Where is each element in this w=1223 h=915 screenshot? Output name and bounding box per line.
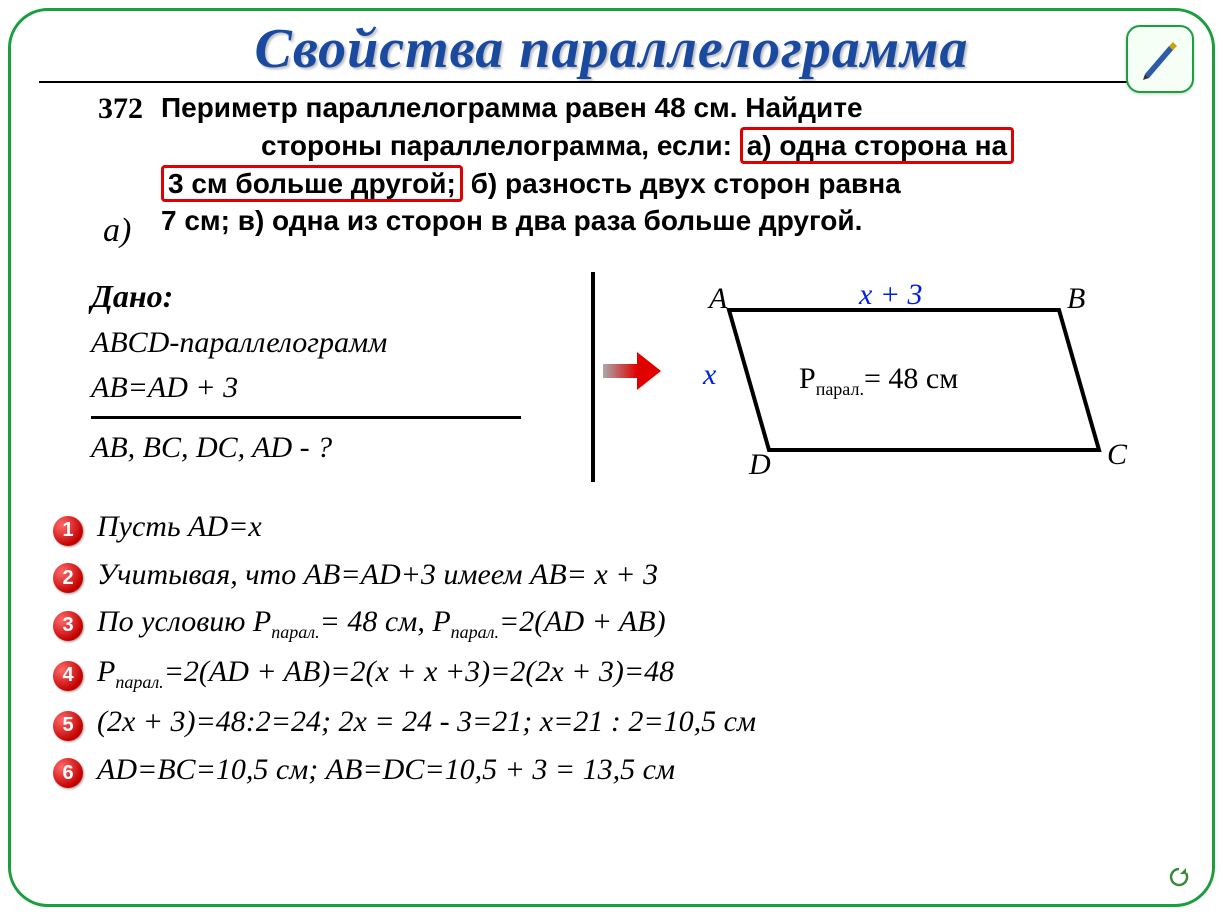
inside-perimeter: Рпарал.= 48 см bbox=[799, 362, 958, 400]
step-ball-1: 1 bbox=[53, 516, 83, 546]
problem-line1: Периметр параллелограмма равен 48 см. На… bbox=[161, 92, 863, 123]
arrow-icon bbox=[603, 348, 663, 399]
step-ball-5: 5 bbox=[53, 711, 83, 741]
problem-line2a: стороны параллелограмма, если: bbox=[261, 130, 740, 161]
step-ball-3: 3 bbox=[53, 611, 83, 641]
page-title: Свойства параллелограмма bbox=[11, 17, 1212, 81]
highlight-a: а) одна сторона на bbox=[740, 127, 1014, 164]
given-line1: ABCD-параллелограмм bbox=[91, 320, 521, 365]
given-find: AB, BC, DC, AD - ? bbox=[91, 425, 521, 470]
given-rule bbox=[91, 416, 521, 419]
slide-card: Свойства параллелограмма 372 Периметр па… bbox=[8, 8, 1215, 907]
refresh-button[interactable] bbox=[1168, 866, 1190, 888]
title-underline bbox=[39, 81, 1184, 83]
problem-block: 372 Периметр параллелограмма равен 48 см… bbox=[61, 89, 1162, 254]
given-block: Дано: ABCD-параллелограмм AB=AD + 3 AB, … bbox=[91, 272, 521, 470]
refresh-icon bbox=[1168, 866, 1190, 888]
step-4: 4 Рпарал.=2(AD + AB)=2(x + x +3)=2(2x + … bbox=[53, 655, 1170, 693]
problem-line3b: б) разность двух сторон равна bbox=[463, 168, 901, 199]
highlight-b: 3 см больше другой; bbox=[161, 165, 463, 202]
step-ball-2: 2 bbox=[53, 563, 83, 593]
solution-steps: 1 Пусть AD=x 2 Учитывая, что AB=AD+3 име… bbox=[53, 510, 1170, 788]
pen-button[interactable] bbox=[1126, 25, 1194, 93]
parallelogram-diagram: A B C D x + 3 x Рпарал.= 48 см bbox=[679, 280, 1139, 480]
pen-icon bbox=[1137, 36, 1183, 82]
vertex-D: D bbox=[749, 448, 771, 482]
step-5: 5 (2x + 3)=48:2=24; 2x = 24 - 3=21; x=21… bbox=[53, 705, 1170, 741]
left-side-label: x bbox=[703, 358, 716, 392]
step-ball-6: 6 bbox=[53, 758, 83, 788]
problem-line4: 7 см; в) одна из сторон в два раза больш… bbox=[161, 205, 862, 236]
top-side-label: x + 3 bbox=[859, 278, 923, 312]
step-6: 6 AD=BC=10,5 см; AB=DC=10,5 + 3 = 13,5 с… bbox=[53, 753, 1170, 789]
vertex-B: B bbox=[1067, 282, 1085, 316]
problem-number: 372 bbox=[61, 89, 161, 130]
given-diagram-row: Дано: ABCD-параллелограмм AB=AD + 3 AB, … bbox=[11, 272, 1212, 492]
given-label: Дано: bbox=[91, 272, 521, 320]
step-1: 1 Пусть AD=x bbox=[53, 510, 1170, 546]
step-2: 2 Учитывая, что AB=AD+3 имеем AB= x + 3 bbox=[53, 558, 1170, 594]
vertex-A: A bbox=[709, 282, 727, 316]
step-ball-4: 4 bbox=[53, 661, 83, 691]
given-line2: AB=AD + 3 bbox=[91, 365, 521, 410]
step-3: 3 По условию Рпарал.= 48 см, Рпарал.=2(A… bbox=[53, 605, 1170, 643]
vertex-C: C bbox=[1107, 438, 1127, 472]
vertical-divider bbox=[591, 272, 595, 482]
